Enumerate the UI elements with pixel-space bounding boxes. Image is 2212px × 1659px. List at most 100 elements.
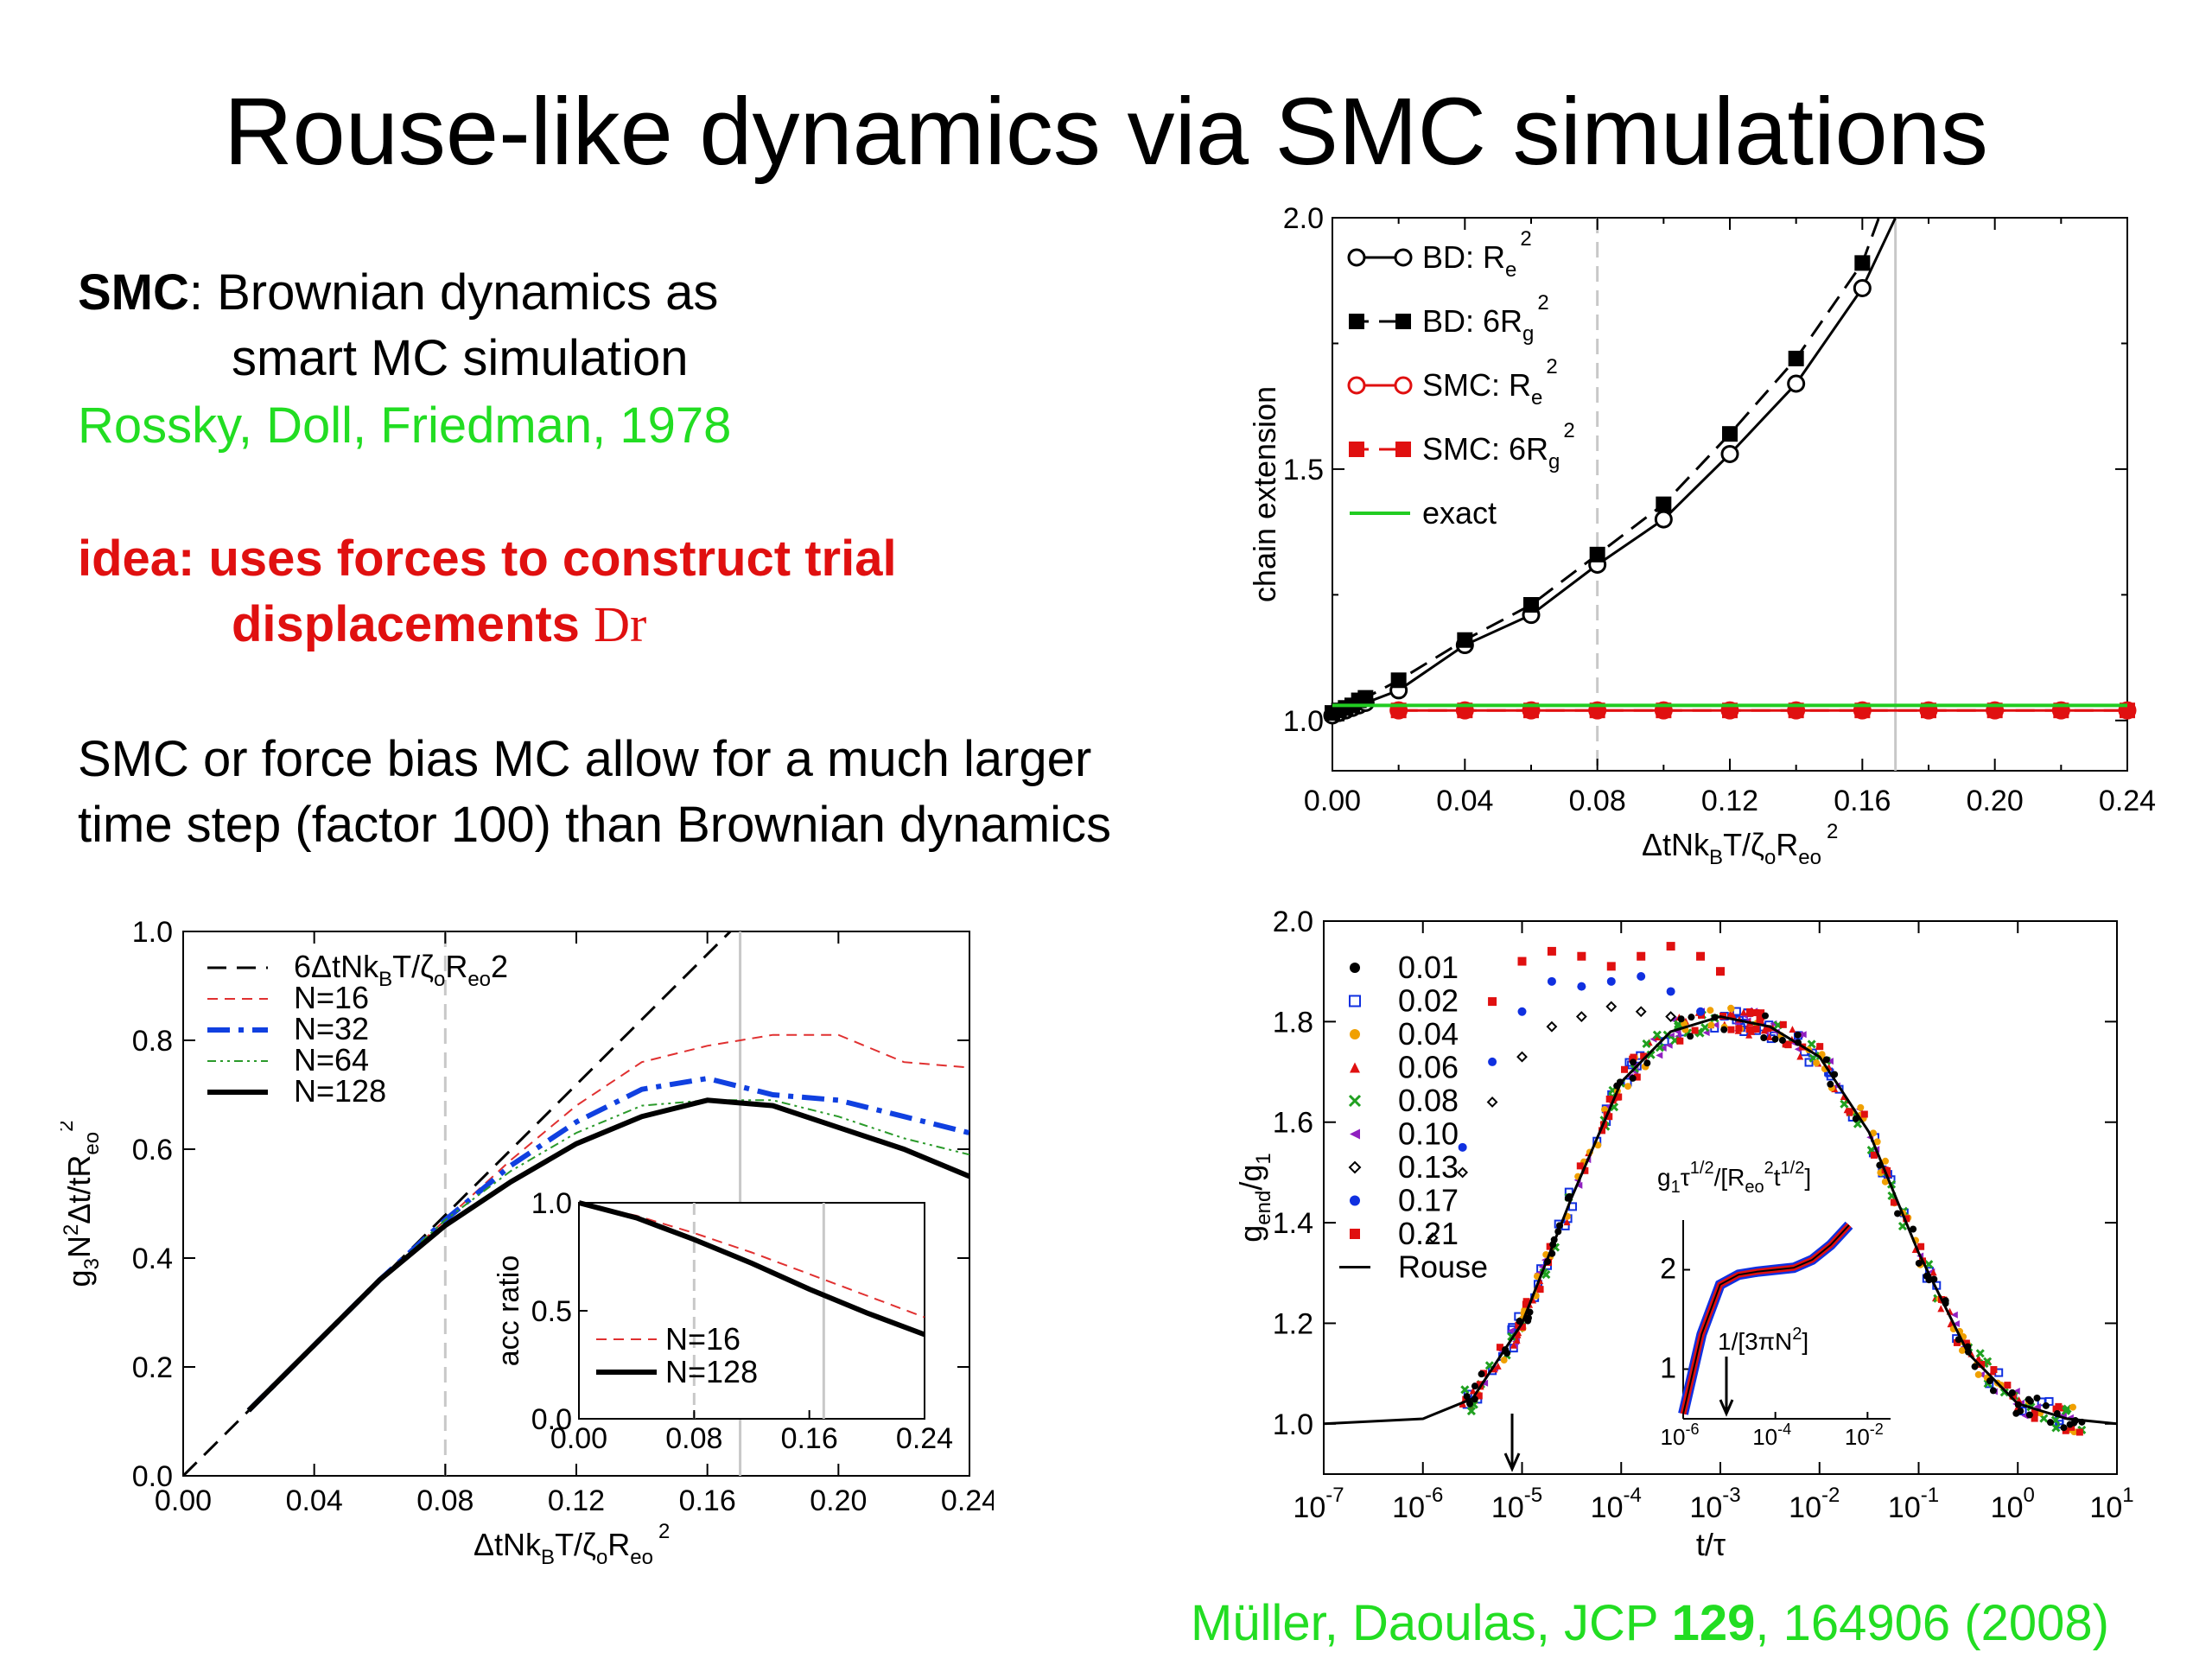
scatter-point bbox=[1758, 1009, 1765, 1017]
inset-x-tick-label: 0.24 bbox=[896, 1422, 953, 1455]
legend-marker bbox=[1394, 376, 1413, 395]
scatter-point bbox=[1640, 1052, 1648, 1060]
scatter-point bbox=[1630, 1053, 1637, 1061]
scatter-point-0.21 bbox=[1577, 951, 1586, 961]
scatter-point bbox=[1642, 1039, 1651, 1049]
legend-label-sup: 2 bbox=[1546, 355, 1557, 378]
x-tick-exponent: -6 bbox=[1425, 1484, 1443, 1507]
legend-label-sub: e bbox=[1505, 258, 1516, 282]
scatter-point bbox=[1605, 1095, 1613, 1103]
scatter-point bbox=[1760, 1034, 1768, 1042]
smc-definition-line-1: SMC: Brownian dynamics as bbox=[78, 261, 718, 325]
inset-y-axis-label: acc ratio bbox=[493, 1255, 525, 1367]
legend-label: 6ΔtNkBT/ζoReo2 bbox=[294, 949, 508, 991]
x-tick-exponent: -7 bbox=[1325, 1484, 1344, 1507]
x-tick-label: 0.24 bbox=[2099, 785, 2156, 817]
scatter-point-0.17 bbox=[1577, 982, 1586, 991]
scatter-point bbox=[1720, 1026, 1728, 1033]
scatter-point bbox=[1496, 1344, 1503, 1351]
scatter-point bbox=[1688, 1014, 1695, 1021]
scatter-point bbox=[1881, 1178, 1889, 1185]
inset-label-part: 1/2 bbox=[1690, 1159, 1714, 1178]
scatter-point bbox=[1601, 1106, 1609, 1114]
scatter-point bbox=[1884, 1166, 1891, 1174]
x-tick-label: 0.00 bbox=[155, 1484, 212, 1517]
scatter-point bbox=[1937, 1305, 1945, 1313]
legend-marker bbox=[1350, 1062, 1360, 1073]
scatter-point bbox=[1745, 1026, 1753, 1033]
scatter-point-0.21 bbox=[1637, 951, 1646, 961]
gend-over-g1-chart: 10-7 10-6 10-5 10-4 10-3 10-2 10-1 100 1011.01.2… bbox=[1233, 906, 2134, 1562]
scatter-point bbox=[1471, 1382, 1478, 1390]
legend-label-main: SMC: 6R bbox=[1422, 431, 1548, 467]
scatter-point bbox=[1739, 1008, 1747, 1016]
scatter-point bbox=[1475, 1392, 1483, 1400]
legend-marker bbox=[1350, 1029, 1360, 1039]
arrow-head bbox=[1503, 1452, 1521, 1472]
scatter-point-0.13 bbox=[1486, 1096, 1498, 1108]
scatter-point bbox=[1494, 1362, 1502, 1370]
scatter-point bbox=[1522, 1298, 1530, 1306]
plot-frame bbox=[1332, 217, 2128, 772]
x-tick-label: 100 bbox=[1991, 1484, 2035, 1524]
scatter-point bbox=[2031, 1408, 2038, 1416]
inset-y-tick-label: 0.0 bbox=[531, 1403, 572, 1436]
reference-mueller-daoulas: Müller, Daoulas, JCP 129, 164906 (2008) bbox=[1191, 1592, 2109, 1656]
legend-marker bbox=[1350, 1195, 1360, 1206]
inset-curve-rouse bbox=[1682, 1224, 1850, 1414]
scatter-point bbox=[1469, 1387, 1477, 1395]
scatter-point bbox=[1524, 1314, 1532, 1322]
scatter-point-0.21 bbox=[1716, 967, 1725, 976]
scatter-point-0.17 bbox=[1666, 987, 1675, 996]
inset-label-part: t bbox=[1774, 1164, 1781, 1191]
legend-label: 0.04 bbox=[1398, 1016, 1459, 1052]
scatter-point bbox=[1513, 1336, 1521, 1344]
x-tick-exponent: -5 bbox=[1524, 1484, 1542, 1507]
scatter-point bbox=[1581, 1166, 1589, 1174]
data-point-bd_re2 bbox=[1787, 374, 1806, 393]
scatter-point bbox=[1621, 1065, 1629, 1073]
scatter-point bbox=[1986, 1377, 1993, 1385]
y-tick-label: 1.0 bbox=[1273, 1408, 1313, 1441]
data-point-bd_re2 bbox=[1853, 278, 1872, 297]
y-axis-label: chain extension bbox=[1247, 386, 1282, 602]
inset-x-tick-label: 0.16 bbox=[781, 1422, 838, 1455]
scatter-point bbox=[1974, 1370, 1982, 1378]
legend-label: SMC: 6Rg2 bbox=[1422, 419, 1575, 474]
scatter-point bbox=[1624, 1083, 1631, 1090]
x-axis-label: ΔtNkBT/ζoReo2 bbox=[474, 1520, 670, 1569]
body-line-2: time step (factor 100) than Brownian dyn… bbox=[78, 797, 1111, 853]
scatter-point-0.13 bbox=[1516, 1051, 1528, 1063]
x-tick-exponent: -4 bbox=[1623, 1484, 1641, 1507]
x-tick-label: 0.24 bbox=[941, 1484, 994, 1517]
legend-label-rest: 2 bbox=[491, 949, 508, 984]
scatter-point bbox=[1860, 1110, 1868, 1118]
idea-text-2: displacements bbox=[232, 596, 594, 652]
x-tick-label: 0.04 bbox=[1436, 785, 1493, 817]
y-tick-label: 0.0 bbox=[132, 1460, 173, 1493]
legend-label: 0.02 bbox=[1398, 983, 1459, 1019]
scatter-point bbox=[1807, 1039, 1816, 1049]
scatter-point-0.17 bbox=[1517, 1007, 1527, 1016]
scatter-point bbox=[1677, 1015, 1685, 1023]
series-line-bd_re2 bbox=[1332, 218, 1897, 717]
inset-y-tick-label: 0.5 bbox=[531, 1295, 572, 1328]
x-tick-label: 10-3 bbox=[1689, 1484, 1740, 1524]
scatter-point bbox=[1789, 1026, 1796, 1033]
scatter-point bbox=[1983, 1357, 1993, 1366]
scatter-point bbox=[1950, 1311, 1958, 1319]
delta-r-symbol: Dr bbox=[594, 596, 647, 652]
scatter-point bbox=[1510, 1341, 1517, 1349]
legend-marker bbox=[1350, 963, 1360, 973]
scatter-point-0.21 bbox=[1488, 997, 1497, 1007]
smc-definition-line-2: smart MC simulation bbox=[232, 330, 689, 386]
scatter-point-0.13 bbox=[1635, 1006, 1647, 1018]
legend-label-sup: 2 bbox=[1537, 291, 1548, 315]
x-tick-base: 10 bbox=[1888, 1491, 1921, 1524]
legend-label: 0.06 bbox=[1398, 1050, 1459, 1085]
y-tick-label: 1.4 bbox=[1273, 1207, 1313, 1240]
x-tick-exponent: -3 bbox=[1722, 1484, 1740, 1507]
scatter-point bbox=[1881, 1157, 1889, 1165]
scatter-point bbox=[1758, 1013, 1765, 1020]
